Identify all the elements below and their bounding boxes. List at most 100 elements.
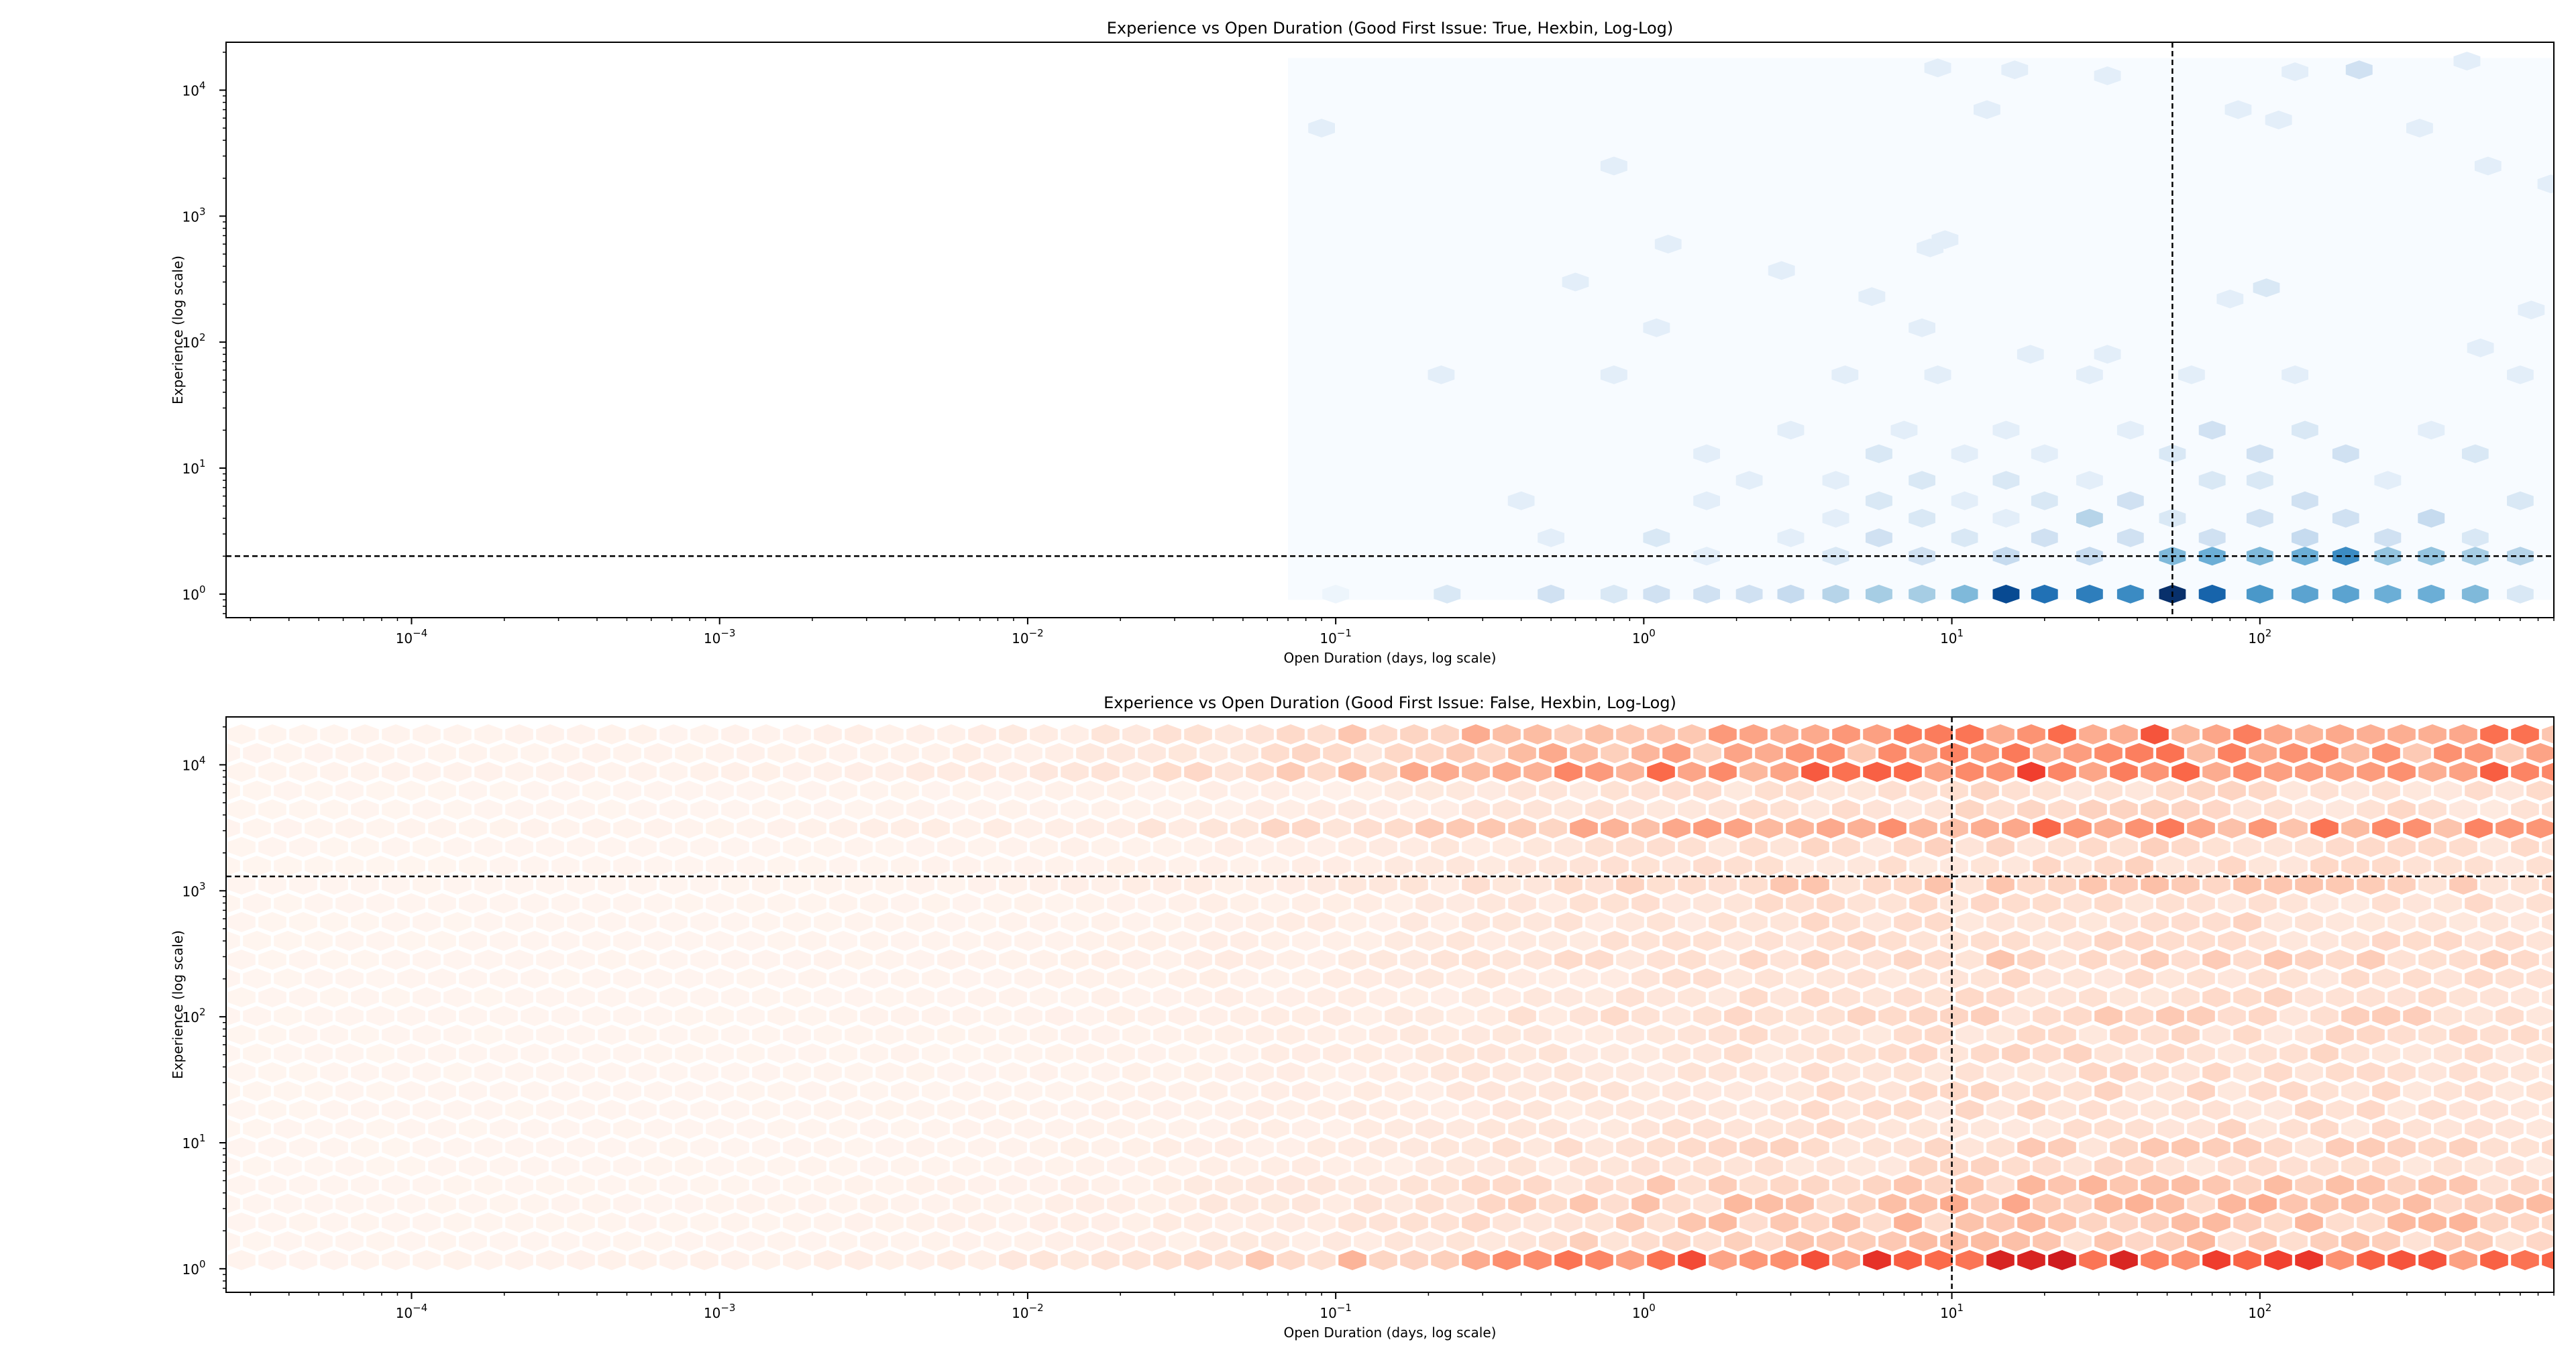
- hexbin-cell: [289, 724, 317, 744]
- hexbin-cell: [305, 781, 333, 801]
- hexbin-cell: [1616, 724, 1644, 744]
- hexbin-cell: [2002, 743, 2030, 763]
- hexbin-cell: [2063, 1119, 2092, 1139]
- hexbin-cell: [536, 987, 564, 1007]
- hexbin-cell: [2326, 799, 2354, 820]
- hexbin-cell: [459, 1081, 487, 1101]
- hexbin-cell: [2033, 856, 2061, 876]
- hexbin-cell: [1431, 1100, 1459, 1120]
- hexbin-cell: [1045, 1081, 1073, 1101]
- hexbin-cell: [505, 912, 533, 932]
- hexbin-cell: [2434, 1156, 2462, 1176]
- hexbin-cell: [1523, 950, 1552, 970]
- hexbin-cell: [521, 1081, 549, 1101]
- hexbin-cell: [1045, 743, 1073, 763]
- hexbin-cell: [598, 950, 626, 970]
- hexbin-cell: [690, 1213, 718, 1233]
- hexbin-cell: [2094, 1044, 2123, 1064]
- hexbin-cell: [551, 1006, 580, 1026]
- hexbin-cell: [2233, 762, 2261, 782]
- hexbin-cell: [1493, 1100, 1521, 1120]
- hexbin-cell: [459, 893, 487, 913]
- hexbin-cell: [1431, 912, 1459, 932]
- hexbin-cell: [1338, 1213, 1366, 1233]
- hexbin-cell: [1307, 837, 1336, 857]
- hexbin-cell: [1230, 1044, 1258, 1064]
- hexbin-cell: [783, 1025, 811, 1045]
- hexbin-cell: [891, 743, 919, 763]
- hexbin-cell: [875, 799, 904, 820]
- hexbin-cell: [1434, 584, 1461, 604]
- hexbin-cell: [1724, 818, 1752, 838]
- hexbin-cell: [1847, 1194, 1876, 1214]
- hexbin-cell: [1554, 799, 1582, 820]
- hexbin-cell: [1508, 1231, 1536, 1251]
- hexbin-cell: [1770, 1250, 1799, 1270]
- hexbin-cell: [2526, 818, 2554, 838]
- hexbin-cell: [891, 781, 919, 801]
- hexbin-cell: [922, 1231, 950, 1251]
- hexbin-cell: [1554, 724, 1582, 744]
- hexbin-cell: [1277, 724, 1305, 744]
- y-axis-label: Experience (log scale): [170, 930, 186, 1079]
- hexbin-cell: [1724, 1231, 1752, 1251]
- hexbin-cell: [1817, 743, 1845, 763]
- hexbin-cell: [2187, 1156, 2215, 1176]
- hexbin-cell: [335, 743, 364, 763]
- hexbin-cell: [1261, 1231, 1289, 1251]
- hexbin-cell: [690, 1137, 718, 1158]
- hexbin-cell: [2449, 1100, 2477, 1120]
- hexbin-cell: [613, 1006, 641, 1026]
- hexbin-cell: [2357, 799, 2385, 820]
- hexbin-cell: [2295, 724, 2323, 744]
- hexbin-cell: [2511, 762, 2539, 782]
- hexbin-cell: [2326, 950, 2354, 970]
- hexbin-cell: [2403, 1044, 2431, 1064]
- hexbin-cell: [1122, 1250, 1150, 1270]
- hexbin-cell: [1554, 1062, 1582, 1082]
- hexbin-cell: [2171, 837, 2200, 857]
- hexbin-cell: [1817, 1044, 1845, 1064]
- hexbin-cell: [413, 950, 441, 970]
- hexbin-cell: [1493, 1025, 1521, 1045]
- hexbin-cell: [2017, 762, 2045, 782]
- hexbin-cell: [351, 762, 379, 782]
- hexbin-cell: [1539, 781, 1567, 801]
- hexbin-cell: [767, 931, 796, 951]
- hexbin-cell: [366, 743, 394, 763]
- hexbin-cell: [2171, 799, 2200, 820]
- hexbin-cell: [1894, 762, 1922, 782]
- hexbin-cell: [2310, 743, 2339, 763]
- hexbin-cell: [459, 1044, 487, 1064]
- hexbin-cell: [629, 1137, 657, 1158]
- x-tick-label: 10−4: [396, 1302, 428, 1321]
- hexbin-cell: [1014, 1119, 1042, 1139]
- hexbin-cell: [737, 968, 765, 989]
- hexbin-cell: [1462, 1062, 1490, 1082]
- hexbin-cell: [783, 1213, 811, 1233]
- hexbin-cell: [659, 1137, 688, 1158]
- hexbin-cell: [1446, 968, 1474, 989]
- hexbin-cell: [1878, 968, 1907, 989]
- hexbin-cell: [505, 1025, 533, 1045]
- hexbin-cell: [2156, 781, 2184, 801]
- hexbin-cell: [2171, 1137, 2200, 1158]
- hexbin-cell: [953, 1044, 981, 1064]
- hexbin-cell: [320, 837, 348, 857]
- hexbin-cell: [783, 912, 811, 932]
- hexbin-cell: [1415, 1119, 1444, 1139]
- hexbin-cell: [2372, 893, 2400, 913]
- hexbin-cell: [2141, 724, 2169, 744]
- hexbin-cell: [1014, 1044, 1042, 1064]
- hexbin-cell: [1847, 893, 1876, 913]
- hexbin-cell: [1786, 931, 1814, 951]
- hexbin-cell: [459, 1119, 487, 1139]
- hexbin-cell: [1477, 1156, 1505, 1176]
- hexbin-cell: [2418, 1062, 2447, 1082]
- hexbin-cell: [1415, 931, 1444, 951]
- hexbin-cell: [1400, 912, 1428, 932]
- hexbin-cell: [1925, 1100, 1953, 1120]
- hexbin-cell: [829, 856, 857, 876]
- hexbin-cell: [814, 799, 842, 820]
- hexbin-cell: [2048, 1250, 2076, 1270]
